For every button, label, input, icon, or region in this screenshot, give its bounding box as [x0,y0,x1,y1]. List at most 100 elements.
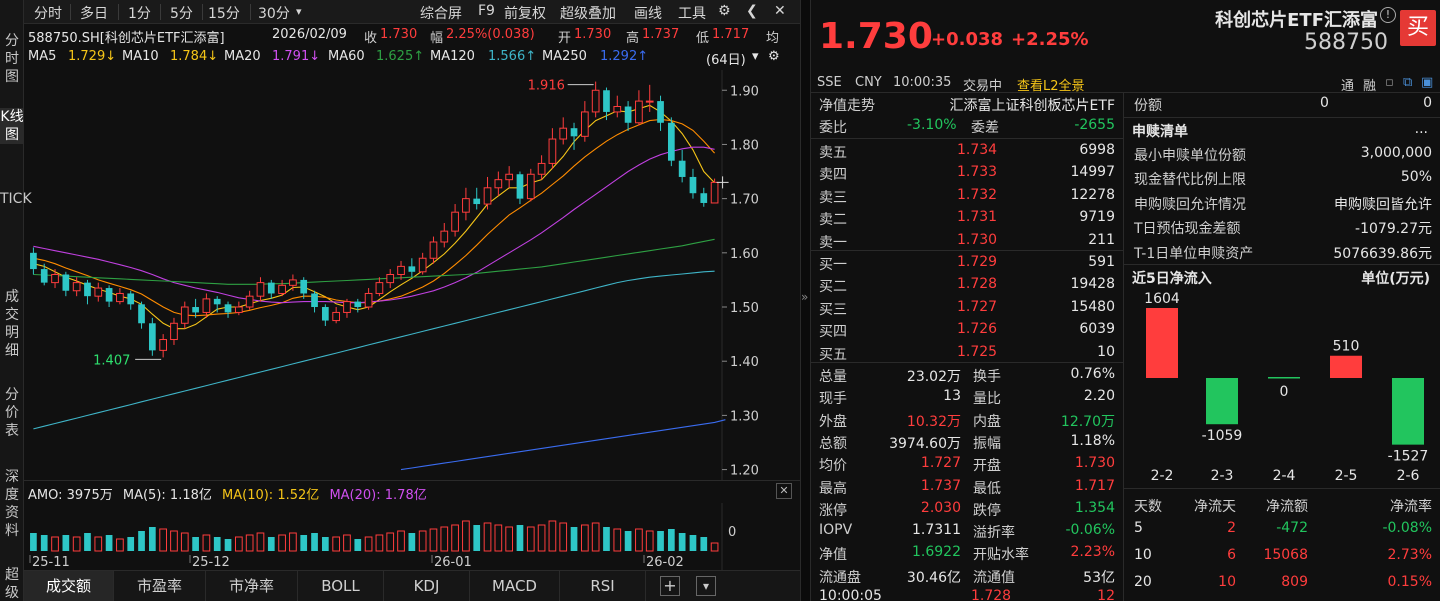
stat-label: 净值 [819,547,847,564]
stat-value: 2.030 [920,499,961,516]
popout-icon[interactable]: ⧉ [1403,75,1413,90]
buy-button[interactable]: 买 [1400,10,1436,46]
level-volume: 10 [1097,343,1115,360]
vtab-kline[interactable]: K线图 [0,108,24,144]
flow-bar-rect [1392,378,1424,445]
flow-value-label: -1059 [1202,428,1243,444]
candle-body [192,307,199,313]
tab-kdj[interactable]: KDJ [384,571,470,601]
stat-label: 现手 [819,391,847,408]
ma60-label: MA60 [328,49,365,64]
redeem-key: T-1日单位申赎资产 [1134,245,1254,262]
amo-bar [94,536,103,552]
settings-icon[interactable]: ▣ [1421,75,1434,90]
candle [548,128,557,169]
candle [138,301,145,329]
candle [116,288,124,305]
level-volume: 14997 [1070,164,1115,181]
level-label: 买三 [819,301,847,318]
tb-overlay[interactable]: 超级叠加 [560,6,616,22]
amo-value: 3975万 [66,488,113,503]
panel-divider[interactable]: » [800,0,811,601]
ma-settings-icon[interactable]: ⚙ [768,49,780,64]
stat-value: 12.70万 [1060,413,1115,430]
tb-1min[interactable]: 1分 [128,6,151,22]
candle-body [105,288,113,302]
period-selector[interactable]: (64日) [706,53,746,68]
close-icon[interactable]: ✕ [776,483,792,499]
tab-boll[interactable]: BOLL [298,571,384,601]
stat-value: 1.727 [920,455,961,472]
close-icon[interactable]: ✕ [774,3,786,19]
flow-amount: 15068 [1263,547,1308,563]
tb-f9[interactable]: F9 [478,3,495,19]
bar-date: 2026/02/09 [272,27,347,42]
vtab-tick[interactable]: TICK [0,191,32,207]
buy-level: 买一 1.729 591 [811,252,1123,274]
level-price: 1.733 [957,164,998,181]
dropdown-icon[interactable]: ▾ [752,49,759,64]
l2-link[interactable]: 查看L2全景 [1017,79,1085,94]
candle [667,117,675,167]
candle [516,171,524,205]
candle-body [548,138,557,164]
tb-tools[interactable]: 工具 [678,6,706,22]
candle-body [710,181,719,204]
candle-body [580,111,589,137]
open-label: 开 [558,31,572,46]
chart-annotations: 1.916 1.407 [93,79,729,368]
tb-fuquan[interactable]: 前复权 [504,6,546,22]
sell-level: 卖二 1.731 9719 [811,207,1123,229]
chevron-down-icon[interactable]: ▾ [696,576,716,596]
candle-body [635,100,643,124]
candle-body [289,279,297,286]
high-label: 高 [626,31,640,46]
chevron-down-icon[interactable]: ▾ [296,5,302,18]
tb-composite[interactable]: 综合屏 [420,6,462,22]
info-icon[interactable]: ! [1380,7,1396,23]
last-price: 1.730 [819,16,933,57]
add-icon[interactable]: + [660,576,680,596]
tb-5min[interactable]: 5分 [170,6,193,22]
tab-turnover[interactable]: 成交额 [24,571,114,601]
flow-bar-rect [1146,308,1178,378]
more-icon[interactable]: ... [1414,121,1428,137]
candle [451,204,459,237]
gear-icon[interactable]: ⚙ [718,3,731,19]
stat-value: 2.20 [1083,388,1115,405]
candle-body [397,265,405,276]
candle-body [473,198,481,205]
chevron-left-circle-icon[interactable]: ❮ [746,3,758,19]
vtab-super[interactable]: 超级 [5,567,19,601]
tab-macd[interactable]: MACD [470,571,560,601]
tab-rsi[interactable]: RSI [560,571,646,601]
tb-multiday[interactable]: 多日 [80,6,108,22]
chart-y-axis: 1.90 1.80 1.70 1.60 1.50 1.40 1.30 1.20 [722,84,759,479]
tb-draw[interactable]: 画线 [634,6,662,22]
stat-value: 1.717 [1074,477,1115,494]
amo-bar [537,524,546,552]
amo-bar [624,531,632,551]
nav-row[interactable]: 净值走势 汇添富上证科创板芯片ETF [811,93,1123,115]
square-icon[interactable]: ▫ [1385,75,1394,90]
collapse-arrow-icon[interactable]: » [801,290,809,304]
tb-15min[interactable]: 15分 [208,6,240,22]
tb-fenshi[interactable]: 分时 [34,6,62,22]
tab-pe[interactable]: 市盈率 [114,571,206,601]
candle [429,236,438,264]
flow-bar-rect [1330,355,1362,378]
amo-bar [343,534,351,552]
tab-pb[interactable]: 市净率 [206,571,298,601]
vtab-depth-data[interactable]: 深度资料 [5,469,19,539]
tb-30min[interactable]: 30分 [258,6,290,22]
candle-body [116,292,124,303]
vtab-price-table[interactable]: 分价表 [5,387,19,439]
flow-bar: -1059 2-3 [1202,378,1243,484]
vtab-fenshi[interactable]: 分时图 [5,33,19,85]
low-label: 低 [696,31,710,46]
flow-rate: 0.15% [1387,574,1432,590]
flow-table-row: 10 6 15068 2.73% [1124,545,1440,567]
vtab-trade-detail[interactable]: 成交明细 [5,289,19,359]
ma20-value: 1.791↓ [272,49,321,64]
